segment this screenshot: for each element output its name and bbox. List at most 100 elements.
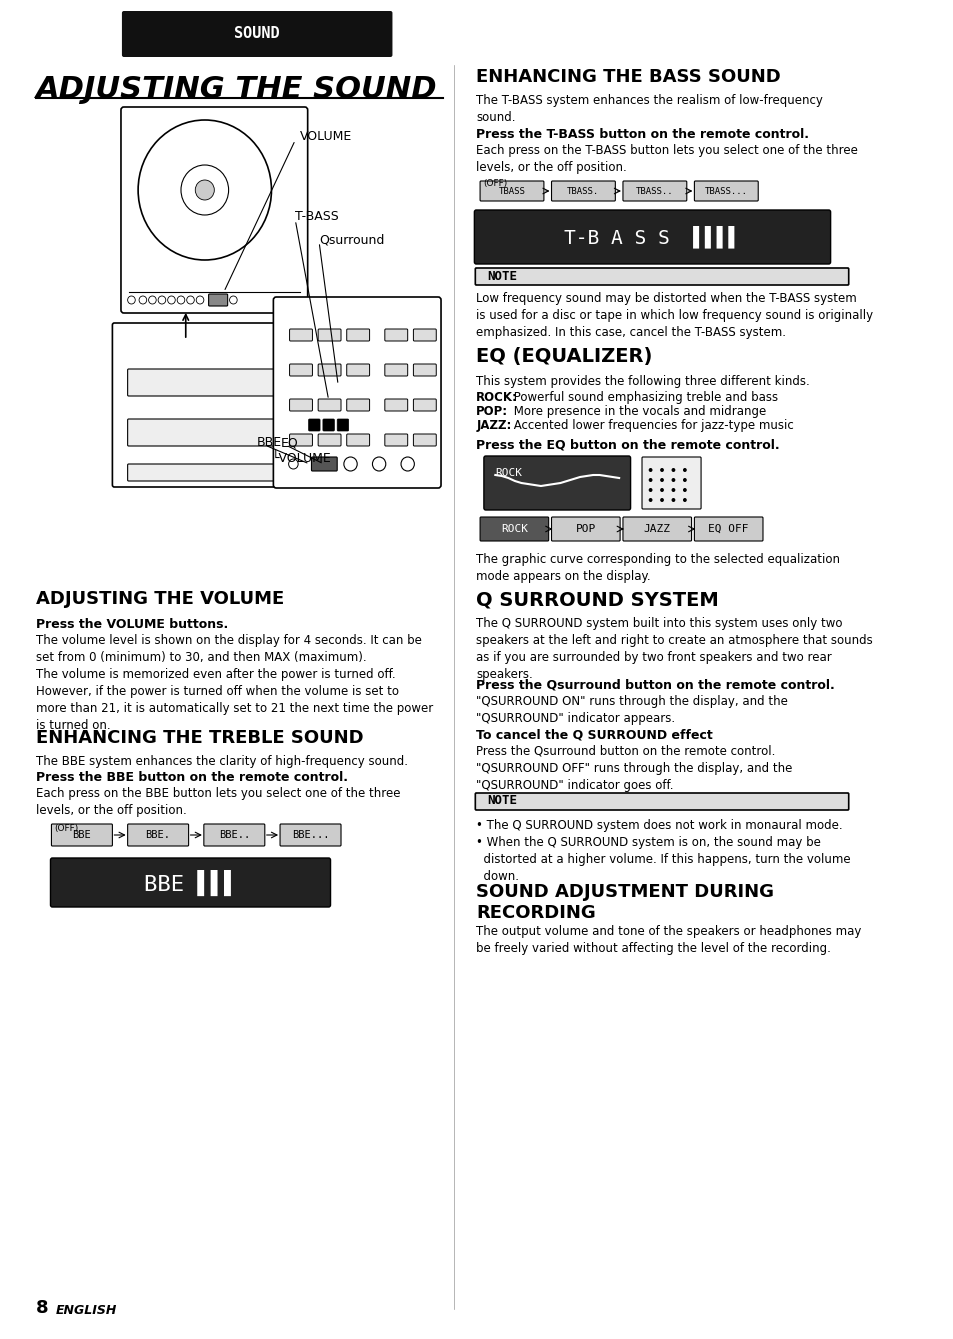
- FancyBboxPatch shape: [641, 457, 700, 509]
- Text: BBE.: BBE.: [146, 830, 171, 840]
- Circle shape: [682, 498, 686, 502]
- Text: POP:: POP:: [476, 404, 508, 418]
- Text: ENGLISH: ENGLISH: [55, 1304, 116, 1318]
- Circle shape: [659, 478, 663, 482]
- Text: VOLUME: VOLUME: [300, 130, 352, 143]
- Text: ADJUSTING THE VOLUME: ADJUSTING THE VOLUME: [36, 590, 284, 608]
- Text: └VOLUME: └VOLUME: [272, 451, 331, 465]
- Circle shape: [648, 487, 652, 491]
- FancyBboxPatch shape: [51, 858, 330, 907]
- Circle shape: [659, 498, 663, 502]
- Text: To cancel the Q SURROUND effect: To cancel the Q SURROUND effect: [476, 728, 712, 742]
- FancyBboxPatch shape: [694, 181, 758, 201]
- Circle shape: [682, 478, 686, 482]
- FancyBboxPatch shape: [128, 419, 301, 446]
- Text: The volume level is shown on the display for 4 seconds. It can be
set from 0 (mi: The volume level is shown on the display…: [36, 633, 433, 732]
- Text: NOTE: NOTE: [487, 794, 517, 807]
- FancyBboxPatch shape: [290, 329, 312, 341]
- FancyBboxPatch shape: [336, 419, 348, 431]
- FancyBboxPatch shape: [128, 370, 301, 396]
- FancyBboxPatch shape: [290, 434, 312, 446]
- FancyBboxPatch shape: [384, 399, 407, 411]
- Text: The T-BASS system enhances the realism of low-frequency
sound.: The T-BASS system enhances the realism o…: [476, 94, 822, 125]
- Text: Press the VOLUME buttons.: Press the VOLUME buttons.: [36, 619, 228, 631]
- Circle shape: [671, 469, 675, 473]
- Text: SOUND ADJUSTMENT DURING
RECORDING: SOUND ADJUSTMENT DURING RECORDING: [476, 882, 774, 921]
- Text: TBASS.: TBASS.: [567, 186, 598, 195]
- Circle shape: [671, 478, 675, 482]
- Text: This system provides the following three different kinds.: This system provides the following three…: [476, 375, 809, 388]
- Text: (OFF): (OFF): [482, 179, 507, 187]
- FancyBboxPatch shape: [317, 434, 340, 446]
- FancyBboxPatch shape: [322, 419, 334, 431]
- Text: SOUND: SOUND: [234, 27, 279, 42]
- Text: Press the EQ button on the remote control.: Press the EQ button on the remote contro…: [476, 438, 780, 451]
- Text: TBASS...: TBASS...: [704, 186, 747, 195]
- Text: BBE: BBE: [257, 437, 282, 450]
- Text: ROCK: ROCK: [495, 469, 522, 478]
- Circle shape: [648, 498, 652, 502]
- Text: Powerful sound emphasizing treble and bass: Powerful sound emphasizing treble and ba…: [509, 391, 777, 404]
- FancyBboxPatch shape: [384, 329, 407, 341]
- Text: T-B A S S  ▌▌▌▌: T-B A S S ▌▌▌▌: [564, 226, 740, 248]
- Text: Qsurround: Qsurround: [318, 233, 384, 246]
- FancyBboxPatch shape: [474, 210, 830, 264]
- FancyBboxPatch shape: [274, 297, 440, 487]
- FancyBboxPatch shape: [122, 11, 392, 58]
- Text: More presence in the vocals and midrange: More presence in the vocals and midrange: [509, 404, 765, 418]
- FancyBboxPatch shape: [317, 329, 340, 341]
- Circle shape: [682, 487, 686, 491]
- Circle shape: [195, 179, 214, 200]
- Text: Press the Qsurround button on the remote control.
"QSURROUND OFF" runs through t: Press the Qsurround button on the remote…: [476, 744, 792, 791]
- FancyBboxPatch shape: [290, 399, 312, 411]
- Text: ROCK:: ROCK:: [476, 391, 517, 404]
- Circle shape: [671, 498, 675, 502]
- Text: The BBE system enhances the clarity of high-frequency sound.: The BBE system enhances the clarity of h…: [36, 755, 408, 769]
- FancyBboxPatch shape: [413, 399, 436, 411]
- Text: ENHANCING THE TREBLE SOUND: ENHANCING THE TREBLE SOUND: [36, 728, 363, 747]
- Text: Press the T-BASS button on the remote control.: Press the T-BASS button on the remote co…: [476, 129, 808, 141]
- Circle shape: [648, 469, 652, 473]
- FancyBboxPatch shape: [475, 268, 848, 285]
- FancyBboxPatch shape: [413, 434, 436, 446]
- Text: Press the BBE button on the remote control.: Press the BBE button on the remote contr…: [36, 771, 348, 785]
- Text: • The Q SURROUND system does not work in monaural mode.
• When the Q SURROUND sy: • The Q SURROUND system does not work in…: [476, 819, 850, 882]
- FancyBboxPatch shape: [317, 364, 340, 376]
- Text: T-BASS: T-BASS: [295, 210, 338, 224]
- Text: TBASS..: TBASS..: [636, 186, 673, 195]
- Text: EQ OFF: EQ OFF: [708, 524, 748, 534]
- Text: (OFF): (OFF): [54, 823, 78, 833]
- Text: ENHANCING THE BASS SOUND: ENHANCING THE BASS SOUND: [476, 68, 781, 86]
- Text: JAZZ: JAZZ: [643, 524, 670, 534]
- Text: BBE: BBE: [72, 830, 91, 840]
- Text: Press the Qsurround button on the remote control.: Press the Qsurround button on the remote…: [476, 679, 834, 692]
- Text: BBE...: BBE...: [292, 830, 329, 840]
- Circle shape: [659, 469, 663, 473]
- FancyBboxPatch shape: [694, 517, 762, 541]
- Text: The Q SURROUND system built into this system uses only two
speakers at the left : The Q SURROUND system built into this sy…: [476, 617, 872, 682]
- FancyBboxPatch shape: [384, 364, 407, 376]
- FancyBboxPatch shape: [290, 364, 312, 376]
- Circle shape: [682, 469, 686, 473]
- FancyBboxPatch shape: [128, 465, 301, 481]
- Text: ADJUSTING THE SOUND: ADJUSTING THE SOUND: [36, 75, 437, 104]
- Text: The graphic curve corresponding to the selected equalization
mode appears on the: The graphic curve corresponding to the s…: [476, 553, 840, 582]
- Text: Each press on the T-BASS button lets you select one of the three
levels, or the : Each press on the T-BASS button lets you…: [476, 145, 858, 174]
- FancyBboxPatch shape: [483, 457, 630, 510]
- FancyBboxPatch shape: [479, 181, 543, 201]
- FancyBboxPatch shape: [280, 823, 340, 846]
- Text: Q SURROUND SYSTEM: Q SURROUND SYSTEM: [476, 590, 719, 611]
- FancyBboxPatch shape: [346, 434, 369, 446]
- Text: Accented lower frequencies for jazz-type music: Accented lower frequencies for jazz-type…: [509, 419, 793, 432]
- FancyBboxPatch shape: [413, 364, 436, 376]
- FancyBboxPatch shape: [475, 793, 848, 810]
- FancyBboxPatch shape: [128, 823, 189, 846]
- Text: POP: POP: [575, 524, 596, 534]
- Text: JAZZ:: JAZZ:: [476, 419, 511, 432]
- Text: ROCK: ROCK: [500, 524, 527, 534]
- FancyBboxPatch shape: [204, 823, 265, 846]
- FancyBboxPatch shape: [121, 107, 308, 313]
- FancyBboxPatch shape: [551, 517, 619, 541]
- Circle shape: [648, 478, 652, 482]
- Text: EQ (EQUALIZER): EQ (EQUALIZER): [476, 347, 652, 366]
